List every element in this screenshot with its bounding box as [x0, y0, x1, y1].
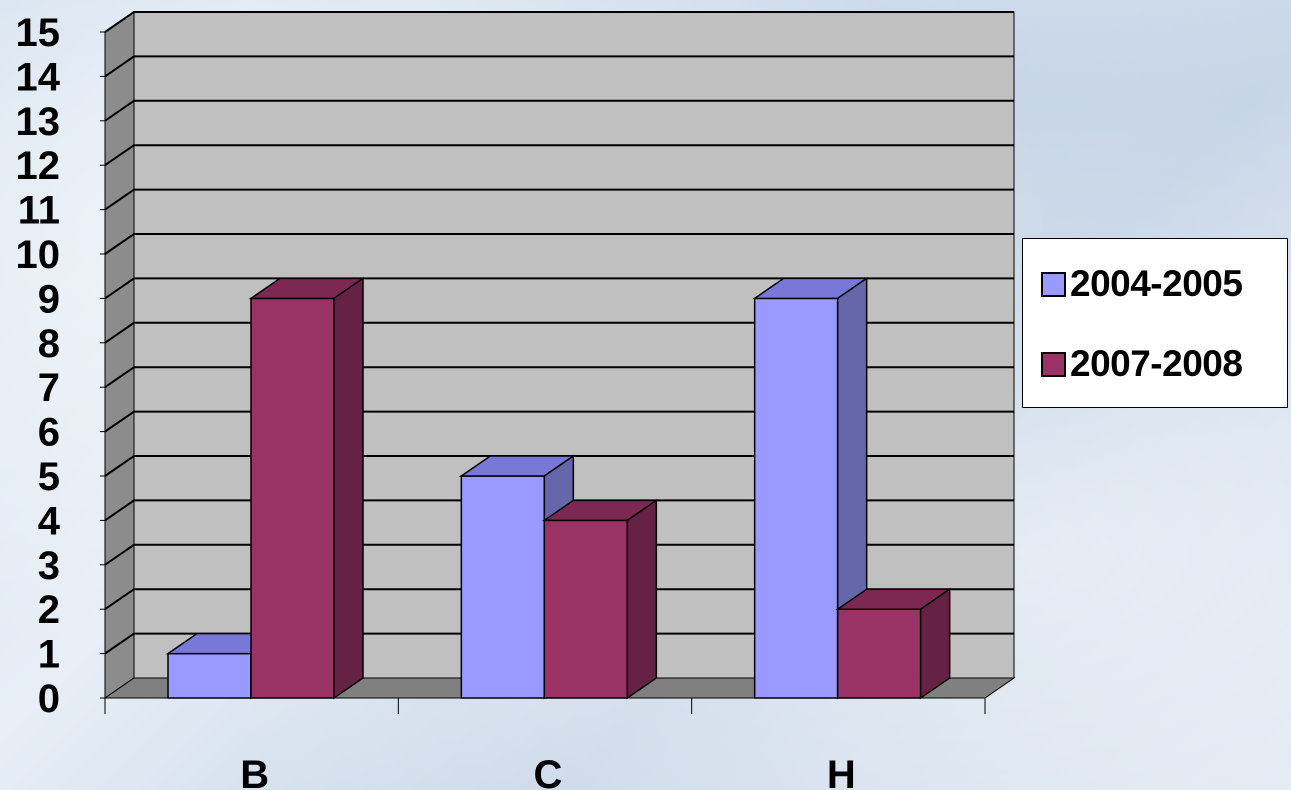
gridline	[104, 632, 1014, 655]
gridline	[104, 277, 1014, 300]
y-tick-label: 1	[38, 633, 60, 677]
gridline	[104, 11, 1014, 33]
bar-front	[543, 519, 629, 699]
gridline	[104, 588, 1014, 611]
y-tick-label: 6	[38, 411, 60, 455]
gridline	[104, 410, 1014, 433]
gridline	[104, 99, 1014, 122]
legend-swatch-2007-2008	[1041, 351, 1066, 377]
legend-label-2004-2005: 2004-2005	[1070, 263, 1243, 304]
y-tick-label: 10	[16, 233, 61, 277]
gridline	[104, 366, 1014, 389]
y-tick-label: 15	[16, 11, 61, 55]
legend-item-2007-2008: 2007-2008	[1041, 343, 1243, 385]
legend-item-2004-2005: 2004-2005	[1041, 263, 1243, 305]
bar-front	[250, 297, 335, 699]
gridline	[104, 55, 1014, 78]
y-tick-label: 7	[38, 366, 60, 410]
y-tick-label: 13	[16, 100, 61, 144]
bar-side	[919, 587, 951, 700]
gridline	[104, 455, 1014, 477]
gridline	[104, 499, 1014, 522]
y-tick-label: 11	[18, 189, 60, 233]
bar-side	[626, 498, 658, 700]
legend-label-2007-2008: 2007-2008	[1070, 343, 1243, 384]
y-tick-label: 12	[16, 144, 61, 188]
bar-front	[167, 652, 252, 699]
y-tick-label: 4	[38, 499, 61, 543]
legend: 2004-2005 2007-2008	[1022, 238, 1288, 408]
bar-front	[836, 608, 922, 699]
side-wall	[104, 11, 135, 699]
y-tick-label: 14	[16, 55, 61, 99]
x-tick-label: C	[534, 753, 563, 790]
y-tick-label: 3	[38, 544, 60, 588]
gridline	[104, 188, 1014, 211]
y-tick-label: 5	[38, 455, 60, 499]
bar-side	[333, 276, 364, 700]
y-tick-label: 2	[38, 588, 60, 632]
gridline	[104, 233, 1014, 255]
x-tick-label: B	[240, 753, 269, 790]
bar-front	[753, 297, 839, 699]
gridline	[104, 543, 1014, 566]
y-tick-label: 9	[38, 277, 60, 321]
gridline	[104, 144, 1014, 167]
legend-swatch-2004-2005	[1041, 271, 1066, 297]
gridline	[104, 321, 1014, 344]
bar-front	[460, 475, 546, 699]
y-tick-label: 0	[38, 677, 60, 721]
y-tick-label: 8	[38, 322, 60, 366]
x-tick-label: H	[827, 753, 856, 790]
